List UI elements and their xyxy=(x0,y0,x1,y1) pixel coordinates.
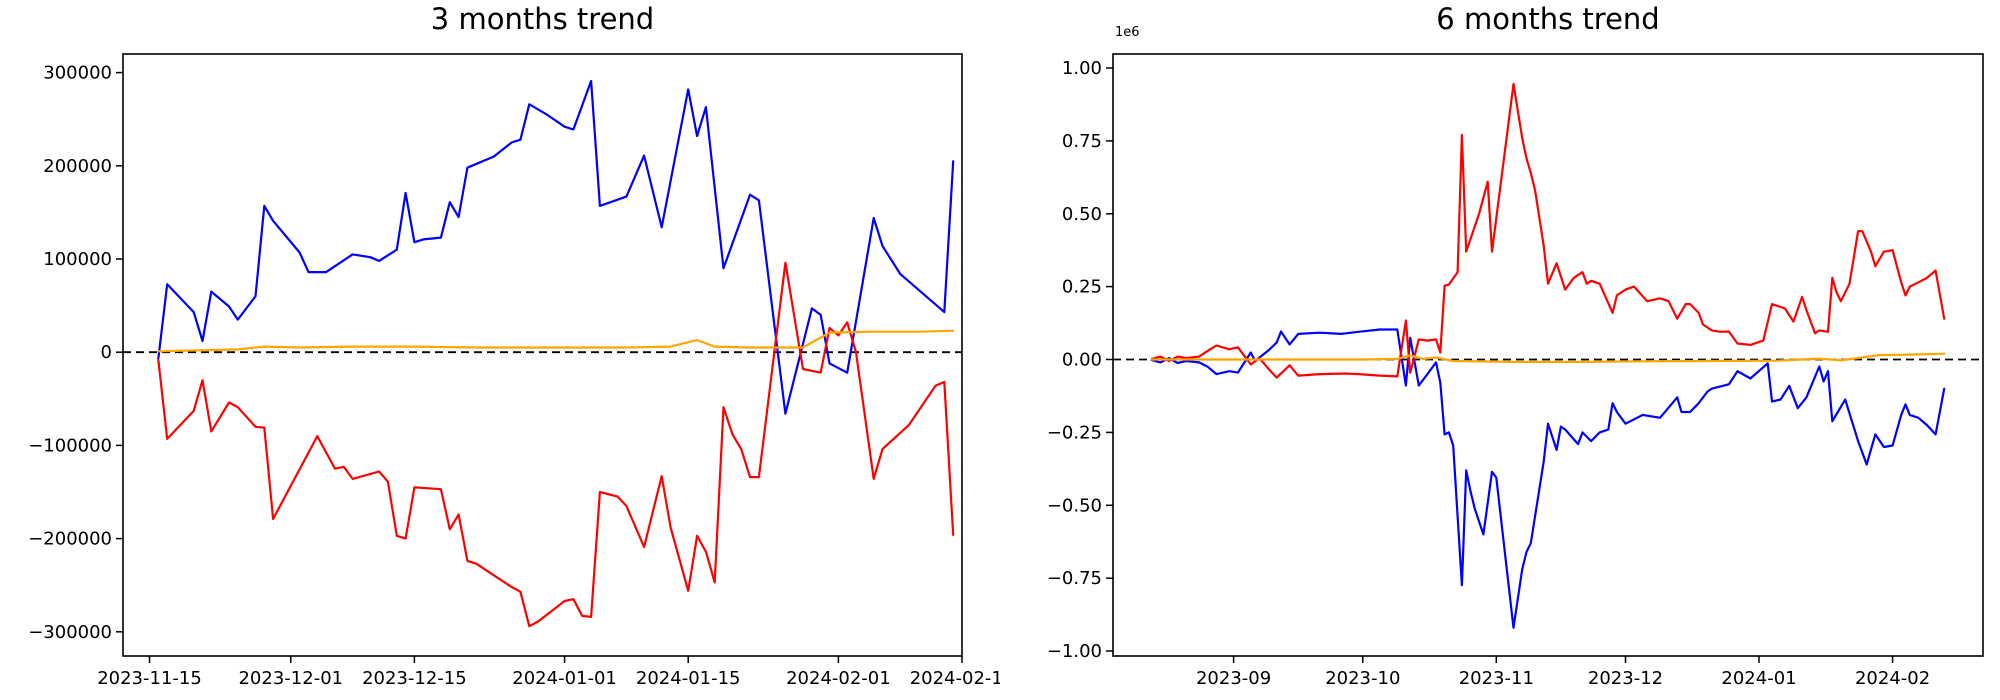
x-tick-label: 2023-09 xyxy=(1196,668,1271,689)
plot-border xyxy=(122,53,963,657)
chart-title: 6 months trend xyxy=(1436,2,1660,36)
chart-6-months-trend: 6 months trend 1e6 2023-09 2023-10 2023-11… xyxy=(1000,0,2000,700)
chart-title: 3 months trend xyxy=(430,2,655,36)
y-tick-label: 0.50 xyxy=(1062,204,1102,225)
x-tick-label: 2024-01-01 xyxy=(512,668,617,689)
x-tick-label: 2023-11-15 xyxy=(97,668,202,689)
x-tick-label: 2023-12-15 xyxy=(362,668,467,689)
x-tick-label: 2023-12-01 xyxy=(238,668,343,689)
y-axis-offset-label: 1e6 xyxy=(1115,25,1140,40)
orange-series-line xyxy=(1150,352,1946,363)
blue-series-line xyxy=(1150,328,1946,629)
y-tick-label: −0.25 xyxy=(1047,422,1102,443)
red-series-line xyxy=(1150,82,1946,379)
x-tick-label: 2023-11 xyxy=(1459,668,1534,689)
y-tick-label: 300000 xyxy=(43,63,112,84)
y-tick-label: −200000 xyxy=(28,529,112,550)
x-tick-label: 2024-02 xyxy=(1855,668,1930,689)
plot-border xyxy=(1112,53,1984,657)
y-tick-label: 0.00 xyxy=(1062,350,1102,371)
x-tick-label: 2023-10 xyxy=(1325,668,1400,689)
y-tick-label: −0.50 xyxy=(1047,495,1102,516)
chart-canvas: 2023-09 2023-10 2023-11 2023-12 2024-01 2024-… xyxy=(1047,53,1984,689)
chart-canvas: 2023-11-15 2023-12-01 2023-12-15 2024-01-01… xyxy=(28,53,1000,689)
y-tick-label: 1.00 xyxy=(1062,58,1102,79)
chart-3-months-trend: 3 months trend 2023-11-15 2023-12-01 2023-… xyxy=(28,2,1000,689)
y-tick-label: −1.00 xyxy=(1047,641,1102,662)
y-tick-label: 0.75 xyxy=(1062,131,1102,152)
blue-series-line xyxy=(157,79,955,415)
y-tick-label: −0.75 xyxy=(1047,568,1102,589)
x-tick-label: 2024-01-15 xyxy=(636,668,741,689)
y-tick-label: −300000 xyxy=(28,622,112,643)
y-tick-label: −100000 xyxy=(28,435,112,456)
y-tick-label: 100000 xyxy=(43,249,112,270)
x-tick-label: 2024-02-01 xyxy=(786,668,891,689)
y-tick-label: 0 xyxy=(101,342,112,363)
x-tick-label: 2024-02-15 xyxy=(910,668,1000,689)
orange-series-line xyxy=(157,329,955,353)
x-tick-label: 2023-12 xyxy=(1588,668,1663,689)
red-series-line xyxy=(157,261,955,628)
x-tick-label: 2024-01 xyxy=(1721,668,1796,689)
y-tick-label: 200000 xyxy=(43,156,112,177)
y-tick-label: 0.25 xyxy=(1062,277,1102,298)
